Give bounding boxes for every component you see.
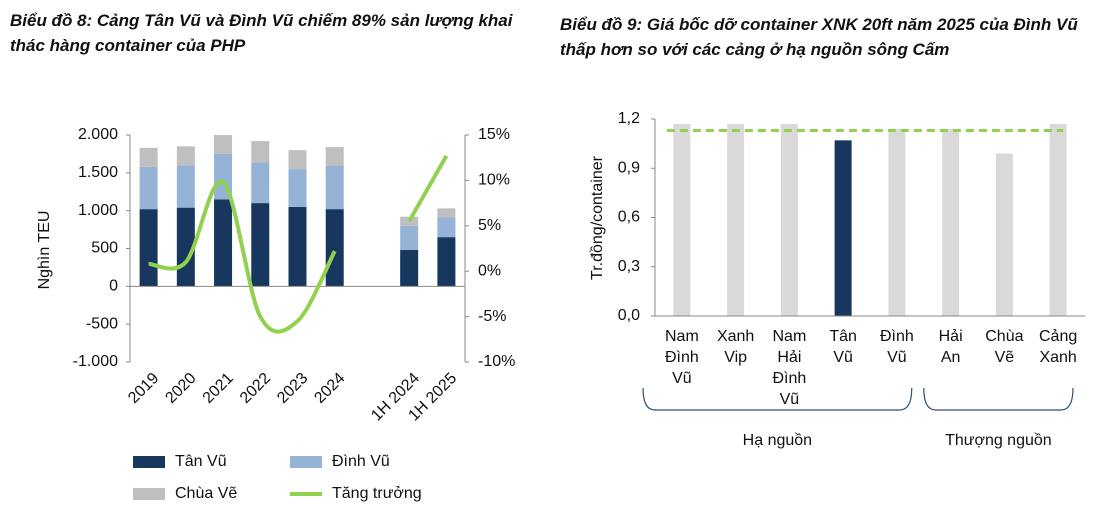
y2-tick-label: 15%: [478, 126, 510, 143]
chart-title: Biểu đồ 8: Cảng Tân Vũ và Đình Vũ chiếm …: [10, 11, 513, 55]
y-tick-label: 0,0: [618, 307, 640, 324]
y-tick-label: 0,9: [618, 159, 640, 176]
x-tick-label: 2022: [237, 370, 274, 407]
y2-tick-label: -5%: [478, 308, 506, 325]
y-tick-label: 1.000: [78, 202, 118, 219]
chart-title: Biểu đồ 9: Giá bốc dỡ container XNK 20ft…: [560, 15, 1078, 59]
legend-label: Chùa Vẽ: [175, 485, 237, 502]
bar: [780, 123, 798, 316]
bar-segment: [251, 162, 270, 204]
x-tick-label: Cảng Xanh: [1039, 328, 1077, 366]
y-tick-label: -500: [86, 315, 118, 332]
legend-label: Tân Vũ: [175, 453, 227, 470]
bar-segment: [288, 150, 307, 170]
bar-segment: [251, 141, 270, 163]
x-tick-label: 2019: [125, 370, 162, 407]
x-tick-label: 2020: [162, 370, 199, 407]
bar-segment: [214, 135, 233, 154]
x-tick-label: Chùa Vẽ: [985, 328, 1023, 366]
bar-segment: [325, 166, 344, 210]
bar: [727, 123, 745, 316]
bar-segment: [437, 208, 456, 218]
x-tick-label: Nam Hải Đình Vũ: [772, 328, 806, 408]
bar-segment: [437, 237, 456, 287]
legend-swatch: [133, 456, 165, 468]
bar-segment: [325, 209, 344, 287]
y-tick-label: 2.000: [78, 126, 118, 143]
bar-segment: [214, 199, 233, 287]
legend-swatch: [290, 456, 322, 468]
bar-segment: [400, 216, 419, 226]
y2-tick-label: -10%: [478, 353, 515, 370]
bar-segment: [139, 166, 158, 210]
legend-swatch: [133, 488, 165, 500]
y-tick-label: 500: [91, 240, 118, 257]
y-tick-label: 0: [109, 278, 118, 295]
y2-tick-label: 5%: [478, 217, 501, 234]
bar-segment: [400, 250, 419, 287]
x-tick-label: Nam Đình Vũ: [665, 328, 699, 387]
y-tick-label: 0,6: [618, 209, 640, 226]
group-label: Thượng nguồn: [945, 432, 1052, 449]
bar-segment: [176, 146, 195, 166]
bar: [942, 128, 960, 316]
legend-label: Đình Vũ: [332, 453, 390, 470]
bar: [888, 128, 906, 316]
bar-segment: [288, 206, 307, 287]
bar-segment: [176, 165, 195, 208]
legend-label: Tăng trưởng: [332, 485, 422, 502]
x-tick-label: Đình Vũ: [880, 328, 914, 366]
bar-segment: [139, 209, 158, 287]
y2-tick-label: 10%: [478, 172, 510, 189]
growth-line: [148, 154, 449, 334]
bar: [673, 123, 691, 316]
y-axis-label: Tr.đồng/container: [589, 155, 606, 280]
x-tick-label: 2024: [311, 370, 348, 407]
y-axis-label: Nghìn TEU: [36, 211, 53, 290]
y2-tick-label: 0%: [478, 262, 501, 279]
bar-segment: [325, 147, 344, 167]
x-tick-label: Hải An: [939, 328, 963, 366]
bar-segment: [400, 225, 419, 251]
bar-segment: [288, 169, 307, 207]
bar-segment: [139, 147, 158, 167]
bar-segment: [251, 203, 270, 287]
y-tick-label: 1,2: [618, 110, 640, 127]
y-tick-label: 1.500: [78, 164, 118, 181]
x-tick-label: 2023: [274, 370, 311, 407]
bar: [834, 140, 852, 316]
y-tick-label: 0,3: [618, 258, 640, 275]
y-tick-label: -1.000: [73, 353, 118, 370]
x-tick-label: Xanh Vip: [717, 328, 754, 366]
x-tick-label: 2021: [200, 370, 237, 407]
x-tick-label: Tân Vũ: [829, 328, 857, 366]
group-label: Hạ nguồn: [743, 432, 812, 449]
group-bracket: [642, 387, 913, 411]
bar-segment: [437, 217, 456, 238]
bar: [995, 153, 1013, 316]
group-bracket: [923, 387, 1074, 411]
bar: [1049, 123, 1067, 316]
